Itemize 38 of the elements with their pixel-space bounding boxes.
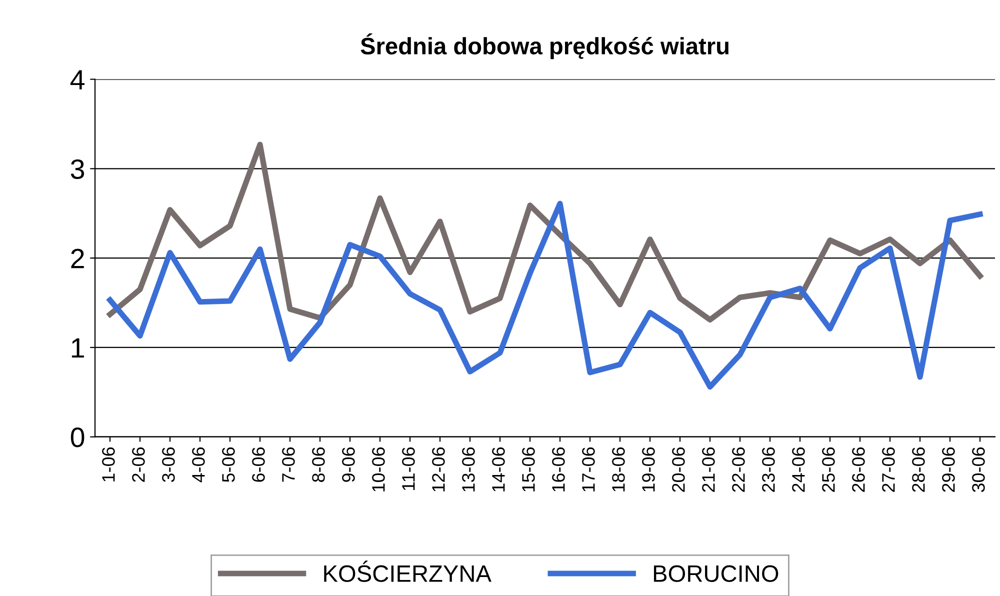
x-tick-label: 24-06 <box>792 447 805 492</box>
x-tick-label: 14-06 <box>492 447 505 492</box>
x-tick-label: 21-06 <box>702 447 715 492</box>
legend-label: BORUCINO <box>654 565 778 582</box>
y-tick-label: 2 <box>71 248 84 268</box>
x-tick-label: 19-06 <box>642 447 655 492</box>
x-tick-label: 13-06 <box>462 447 475 492</box>
x-tick-label: 11-06 <box>402 447 415 490</box>
legend-label: KOŚCIERZYNA <box>324 560 492 582</box>
x-tick-label: 30-06 <box>972 447 985 492</box>
x-tick-label: 1-06 <box>102 447 115 482</box>
x-tick-label: 25-06 <box>822 447 835 492</box>
x-tick-label: 5-06 <box>222 447 235 482</box>
y-tick-label: 4 <box>70 70 84 90</box>
chart-title: Średnia dobowa prędkość wiatru <box>360 33 728 60</box>
x-tick-label: 16-06 <box>552 447 565 492</box>
x-tick-label: 28-06 <box>912 447 925 492</box>
x-tick-label: 22-06 <box>732 447 745 492</box>
y-tick-label: 1 <box>72 338 84 358</box>
x-tick-label: 2-06 <box>132 447 145 482</box>
x-tick-label: 8-06 <box>312 447 325 482</box>
x-tick-label: 10-06 <box>372 447 385 492</box>
x-tick-label: 27-06 <box>882 447 895 492</box>
x-tick-label: 20-06 <box>672 447 685 492</box>
x-tick-label: 3-06 <box>162 447 175 482</box>
x-tick-label: 7-06 <box>282 447 295 482</box>
y-tick-label: 3 <box>70 159 84 180</box>
x-tick-label: 17-06 <box>582 447 595 492</box>
x-tick-label: 23-06 <box>762 447 775 492</box>
x-tick-label: 29-06 <box>942 447 955 492</box>
x-tick-label: 4-06 <box>192 447 205 482</box>
x-tick-label: 15-06 <box>522 447 535 492</box>
x-tick-label: 26-06 <box>852 447 865 492</box>
x-tick-label: 9-06 <box>342 447 355 482</box>
x-tick-label: 18-06 <box>612 447 625 492</box>
x-tick-label: 12-06 <box>432 447 445 492</box>
x-tick-label: 6-06 <box>252 447 265 482</box>
y-tick-label: 0 <box>70 428 84 448</box>
